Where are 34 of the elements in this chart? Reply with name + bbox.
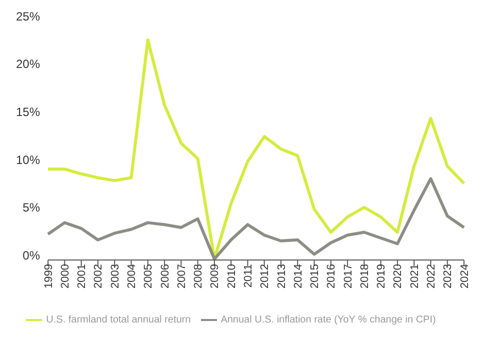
x-tick-label: 2023 xyxy=(442,264,454,288)
x-tick-label: 2021 xyxy=(408,264,421,288)
x-tick-label: 2024 xyxy=(458,264,471,288)
y-tick-label: 15% xyxy=(16,104,40,119)
x-tick-label: 2009 xyxy=(209,264,222,288)
legend-label: Annual U.S. inflation rate (YoY % change in CPI) xyxy=(220,314,436,326)
x-tick-label: 2008 xyxy=(192,264,205,288)
x-tick-label: 1999 xyxy=(42,264,55,288)
x-tick-label: 2014 xyxy=(292,264,304,288)
x-tick-label: 2006 xyxy=(159,264,172,288)
x-tick-label: 2011 xyxy=(242,264,254,288)
x-tick-label: 2016 xyxy=(326,264,338,288)
legend-label: U.S. farmland total annual return xyxy=(46,314,191,326)
x-tick-label: 2017 xyxy=(342,264,354,288)
y-tick-label: 20% xyxy=(16,57,40,72)
x-tick-label: 2019 xyxy=(376,264,388,288)
x-tick-label: 2001 xyxy=(76,264,88,288)
x-tick-label: 2013 xyxy=(276,264,288,288)
x-tick-label: 2005 xyxy=(142,264,155,288)
x-tick-label: 2018 xyxy=(358,264,371,288)
x-tick-label: 2020 xyxy=(392,264,404,288)
x-tick-label: 2003 xyxy=(109,264,122,288)
x-tick-label: 2010 xyxy=(226,264,238,288)
x-tick-label: 2002 xyxy=(92,264,105,288)
y-tick-label: 25% xyxy=(16,9,40,24)
x-tick-label: 2022 xyxy=(426,264,438,288)
x-tick-label: 2007 xyxy=(176,264,188,288)
y-tick-label: 5% xyxy=(22,200,40,215)
y-tick-label: 10% xyxy=(16,152,40,167)
x-tick-label: 2015 xyxy=(309,264,322,288)
y-tick-label: 0% xyxy=(22,248,40,262)
x-tick-label: 2004 xyxy=(126,264,138,288)
x-tick-label: 2000 xyxy=(59,264,72,288)
x-tick-label: 2012 xyxy=(259,264,272,288)
